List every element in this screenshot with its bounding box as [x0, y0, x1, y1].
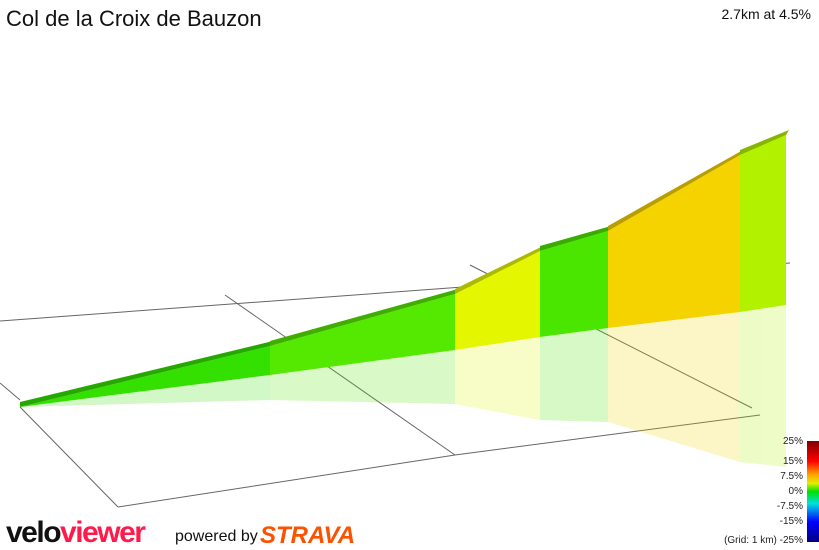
legend-label: 0%: [788, 486, 803, 497]
gradient-color-scale: [807, 441, 819, 542]
reflection-segment: [270, 350, 455, 404]
profile-segment: [608, 155, 740, 328]
reflection-segment: [540, 328, 608, 422]
grid-scale-note: (Grid: 1 km): [724, 535, 777, 546]
legend-label: 15%: [782, 456, 803, 467]
reflection-segment: [608, 312, 740, 462]
profile-segment: [540, 231, 608, 337]
profile-segment-top: [608, 150, 743, 231]
grid-line: [19, 406, 119, 508]
grid-line: [117, 454, 456, 508]
profile-segment-top: [20, 341, 273, 407]
grid-line: [454, 414, 761, 456]
profile-segments: [20, 130, 789, 407]
legend-label: -25%: [779, 535, 803, 546]
legend-label: -7.5%: [776, 501, 803, 512]
profile-reflection: [20, 305, 786, 467]
profile-segment-top: [740, 130, 789, 155]
profile-segment: [270, 294, 455, 375]
veloviewer-logo: veloviewer: [6, 516, 146, 549]
page-title: Col de la Croix de Bauzon: [6, 6, 262, 31]
profile-segment: [455, 251, 540, 350]
powered-by-text: powered by: [175, 528, 258, 545]
reflection-segment: [455, 337, 540, 420]
profile-segment-top: [455, 246, 543, 294]
legend-bottom: (Grid: 1 km) -25%: [724, 535, 803, 546]
legend-label: 7.5%: [780, 471, 803, 482]
strava-logo: STRAVA: [260, 522, 356, 549]
grid-line: [224, 294, 456, 456]
profile-segment: [740, 135, 786, 312]
profile-segment-top: [270, 289, 458, 346]
reflection-segment: [740, 305, 786, 467]
legend-label: -15%: [779, 516, 803, 527]
legend-label: 25%: [782, 436, 803, 447]
grid-line: [0, 382, 21, 401]
profile-segment-top: [540, 226, 611, 251]
climb-summary: 2.7km at 4.5%: [721, 6, 812, 22]
